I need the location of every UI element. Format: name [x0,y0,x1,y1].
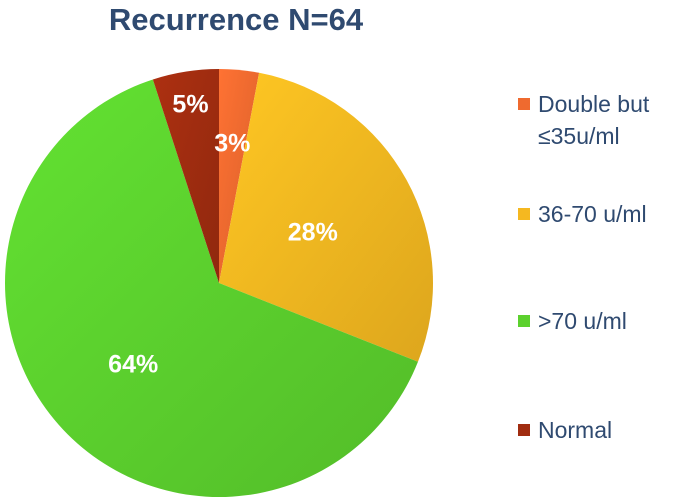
legend-item-4: Normal [518,414,612,446]
legend-label-line: ≤35u/ml [538,123,620,149]
legend-swatch [518,208,530,220]
pie-slices [4,69,433,497]
chart-title: Recurrence N=64 [108,2,364,37]
legend-label: Normal [538,414,612,446]
legend: Double but ≤35u/ml 36-70 u/ml >70 u/ml Norma… [518,0,683,503]
legend-item-3: >70 u/ml [518,305,627,337]
slice-label-2: 28% [288,219,338,247]
legend-swatch [518,98,530,110]
legend-label-line: >70 u/ml [538,308,627,334]
pie-slice-3 [4,79,418,497]
legend-item-2: 36-70 u/ml [518,198,647,230]
slice-label-4: 5% [172,90,208,118]
legend-label-line: Normal [538,417,613,443]
legend-swatch [518,424,530,436]
pie-chart: 3% 28% 64% 5% [4,69,433,497]
pie-slice-1 [219,69,260,283]
legend-item-1: Double but ≤35u/ml [518,88,649,152]
legend-label-line: Double but [538,91,650,117]
pie-slice-4 [152,69,219,283]
legend-label-line: 36-70 u/ml [538,201,647,227]
pie-labels: 3% 28% 64% 5% [108,90,338,378]
pie-slice-2 [219,72,433,362]
slice-label-3: 64% [108,351,158,379]
legend-label: Double but ≤35u/ml [538,88,649,152]
legend-label: >70 u/ml [538,305,627,337]
slice-label-1: 3% [214,129,250,157]
legend-label: 36-70 u/ml [538,198,647,230]
legend-swatch [518,315,530,327]
